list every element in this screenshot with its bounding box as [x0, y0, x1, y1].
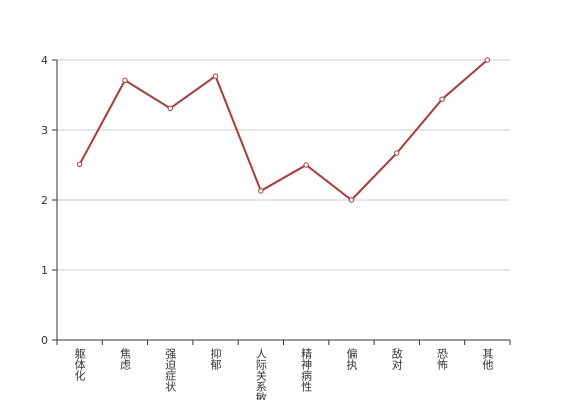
point	[122, 77, 128, 84]
x-tick-label: 躯体化	[73, 348, 86, 382]
x-tick-label: 敌对	[390, 347, 403, 370]
y-tick-label: 4	[41, 54, 48, 67]
y-tick-label: 1	[41, 264, 48, 277]
x-tick-label: 焦虑	[118, 348, 131, 370]
point	[76, 161, 83, 168]
x-tick-label: 偏执	[345, 347, 358, 371]
point	[303, 162, 309, 168]
x-tick-label: 精神病性	[300, 348, 313, 393]
x-tick-label: 恐怖	[436, 348, 449, 370]
x-tick-label: 抑郁	[209, 347, 222, 370]
y-tick-label: 2	[41, 194, 48, 207]
point	[439, 96, 445, 102]
point	[258, 188, 264, 194]
point	[348, 197, 355, 203]
y-tick-label: 0	[41, 334, 48, 347]
point	[484, 57, 491, 63]
line	[78, 59, 489, 202]
x-tick-label: 人际关系敏感	[254, 348, 267, 400]
x-tick-label: 其他	[481, 348, 494, 370]
point	[394, 150, 400, 156]
point	[212, 73, 219, 79]
x-tick-label: 强迫症状	[164, 348, 177, 392]
y-tick-label: 3	[41, 124, 48, 137]
point	[167, 105, 173, 112]
